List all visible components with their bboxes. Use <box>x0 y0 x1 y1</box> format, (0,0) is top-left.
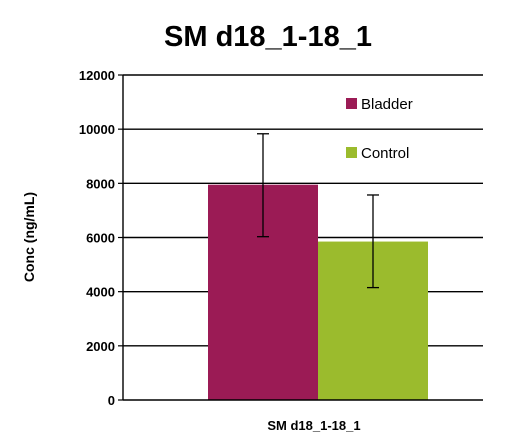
y-tick-label: 12000 <box>79 68 115 83</box>
legend-label-bladder: Bladder <box>361 96 413 113</box>
y-tick-label: 2000 <box>86 339 115 354</box>
y-tick-label: 0 <box>108 393 115 408</box>
y-tick-labels: 0 2000 4000 6000 8000 10000 12000 <box>79 68 123 408</box>
legend-label-control: Control <box>361 145 409 162</box>
y-tick-label: 4000 <box>86 285 115 300</box>
y-axis-title: Conc (ng/mL) <box>21 192 37 282</box>
y-tick-label: 10000 <box>79 122 115 137</box>
chart-title: SM d18_1-18_1 <box>164 21 372 53</box>
bars <box>208 184 428 400</box>
y-tick-label: 6000 <box>86 231 115 246</box>
error-bars <box>257 133 379 289</box>
legend-swatch-control <box>346 147 357 158</box>
x-category-label: SM d18_1-18_1 <box>267 418 360 433</box>
legend-swatch-bladder <box>346 98 357 109</box>
y-tick-label: 8000 <box>86 176 115 191</box>
legend: Bladder Control <box>346 96 413 162</box>
